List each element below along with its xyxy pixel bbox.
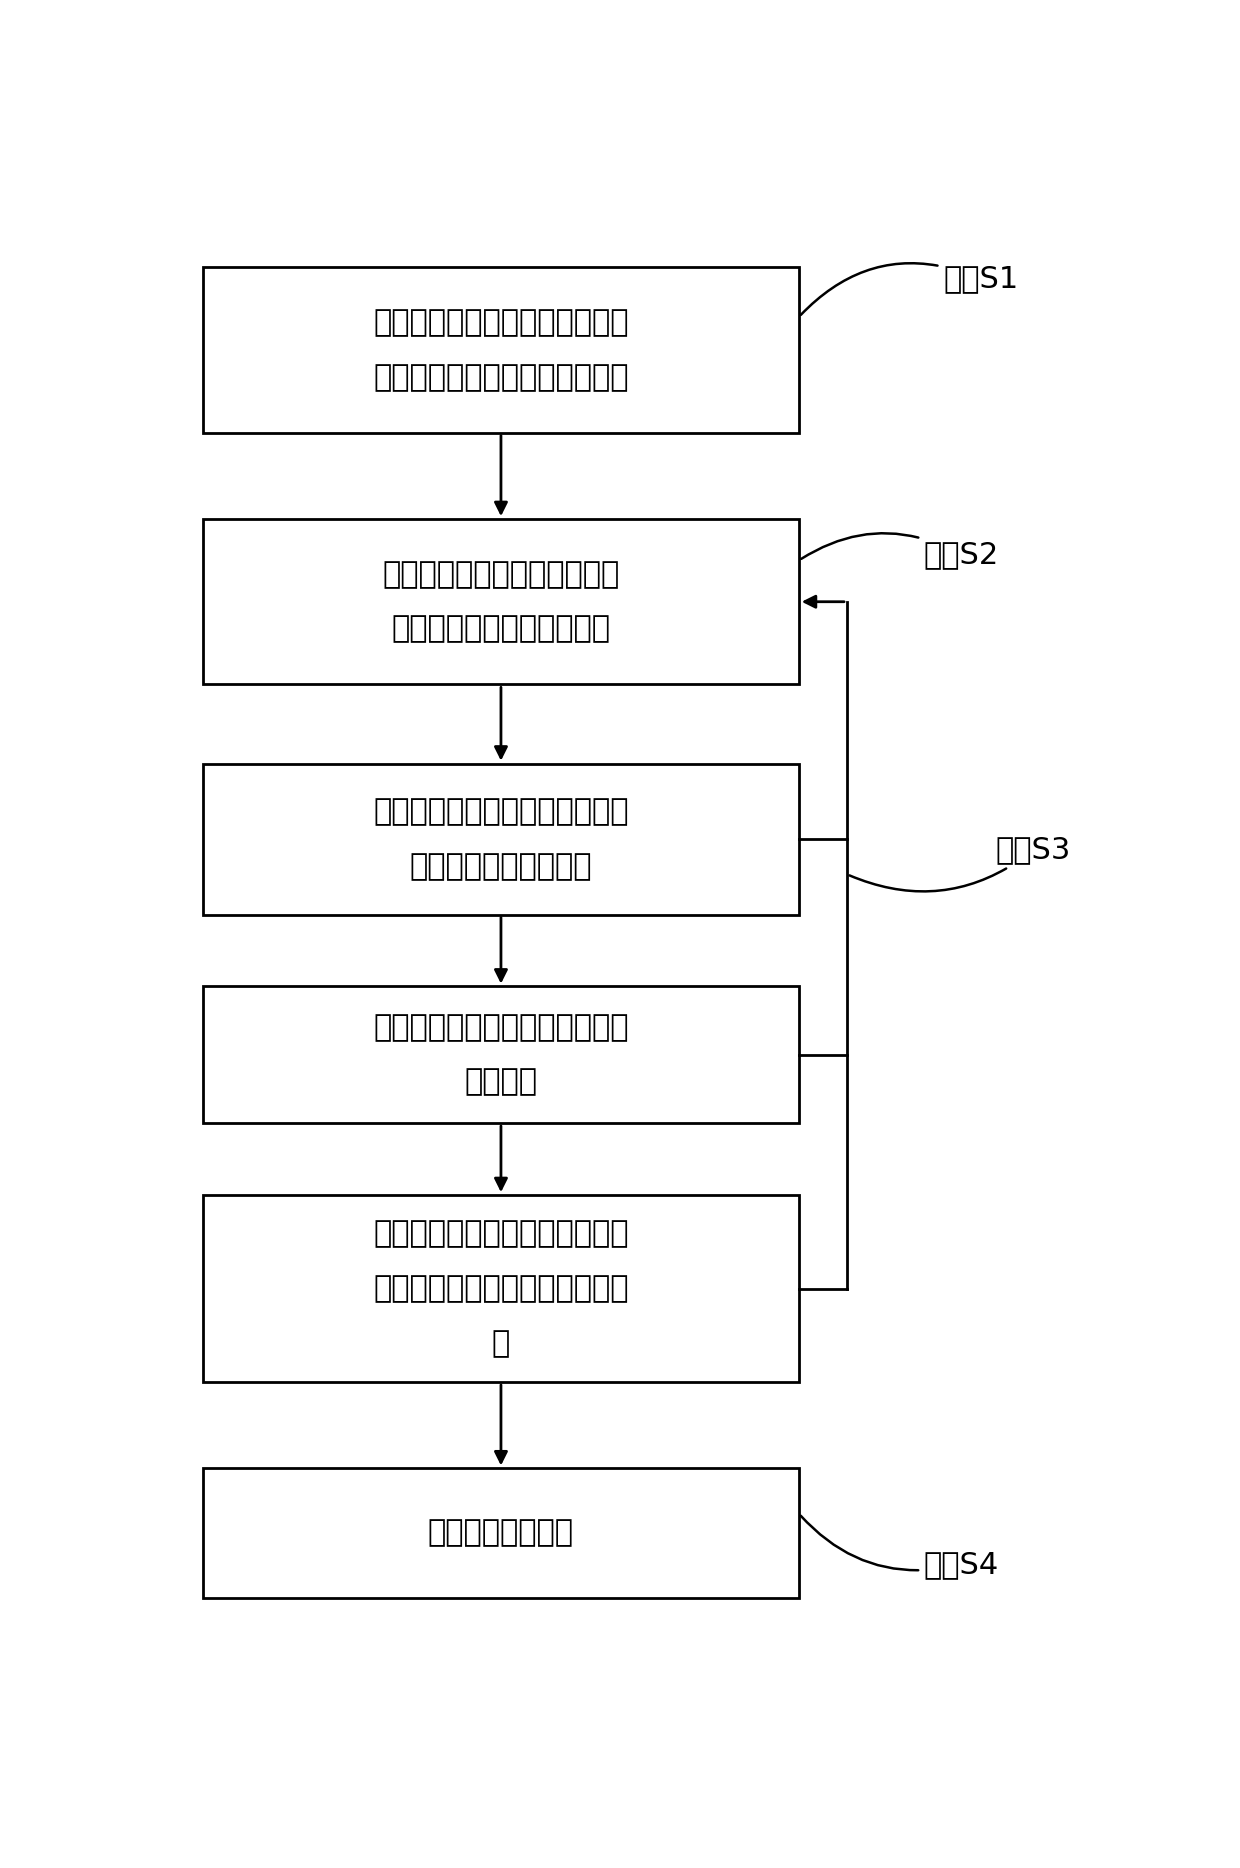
Bar [203, 1196, 799, 1382]
Text: 现方案，将整体功能划分为模块: 现方案，将整体功能划分为模块 [373, 362, 629, 392]
Text: 根据目的设计功能，拟定具体实: 根据目的设计功能，拟定具体实 [373, 308, 629, 338]
Text: 对整体电路仿真，并进行时序分: 对整体电路仿真，并进行时序分 [373, 1220, 629, 1248]
Text: 析，检验其是否能够实现目的功: 析，检验其是否能够实现目的功 [373, 1274, 629, 1304]
Bar [203, 267, 799, 433]
Text: 图，实现各模块的具体功能: 图，实现各模块的具体功能 [392, 615, 610, 644]
Text: 电路结构: 电路结构 [465, 1068, 537, 1097]
Bar [203, 1468, 799, 1597]
Text: 步骤S1: 步骤S1 [801, 263, 1018, 316]
Text: 步骤S4: 步骤S4 [801, 1515, 999, 1578]
Text: 步骤S2: 步骤S2 [801, 532, 999, 570]
Bar [203, 986, 799, 1123]
Text: 对各模块电路进行仿真，检验其: 对各模块电路进行仿真，检验其 [373, 798, 629, 826]
Text: 步骤S3: 步骤S3 [849, 835, 1071, 891]
Text: 能: 能 [492, 1328, 510, 1358]
Text: 设计逻辑电路图，并生成符号: 设计逻辑电路图，并生成符号 [382, 560, 620, 588]
Bar [203, 519, 799, 684]
Text: 是否能够实现预期功能: 是否能够实现预期功能 [409, 852, 593, 882]
Text: 时间数字转换电路: 时间数字转换电路 [428, 1519, 574, 1547]
Text: 将各个功能模块组成完整的系统: 将各个功能模块组成完整的系统 [373, 1012, 629, 1042]
Bar [203, 764, 799, 915]
